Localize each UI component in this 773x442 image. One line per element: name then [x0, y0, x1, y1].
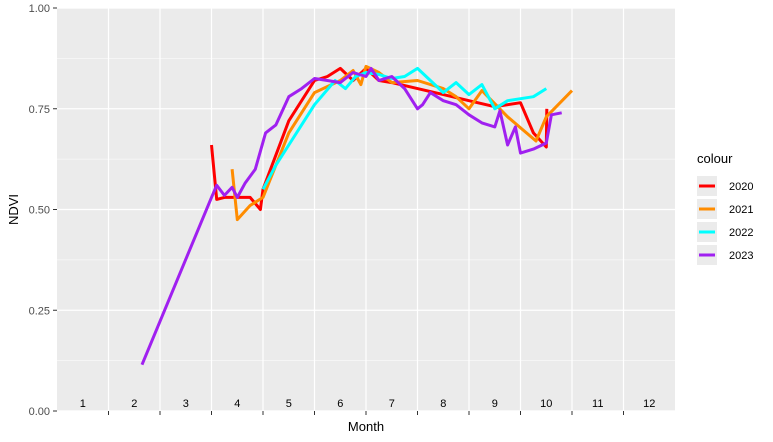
- x-axis: [108, 411, 624, 415]
- legend-label-2020: 2020: [729, 181, 753, 193]
- month-label: 6: [337, 398, 343, 410]
- month-label: 4: [234, 398, 240, 410]
- y-tick-label: 0.50: [29, 205, 50, 217]
- y-axis: 0.00 0.25 0.50 0.75 1.00: [29, 3, 57, 418]
- month-label: 10: [540, 398, 552, 410]
- legend-label-2022: 2022: [729, 227, 753, 239]
- month-label: 1: [80, 398, 86, 410]
- major-gridlines: [57, 7, 675, 412]
- month-label: 5: [286, 398, 292, 410]
- month-label: 8: [440, 398, 446, 410]
- month-label: 2: [131, 398, 137, 410]
- y-tick-label: 0.25: [29, 305, 50, 317]
- y-tick-label: 1.00: [29, 3, 50, 15]
- legend-label-2023: 2023: [729, 250, 753, 262]
- series-lines: [140, 64, 574, 366]
- series-line-2023: [140, 66, 562, 366]
- legend-title: colour: [697, 151, 733, 166]
- y-tick-label: 0.75: [29, 104, 50, 116]
- x-axis-title: Month: [348, 419, 384, 434]
- month-labels: 1 2 3 4 5 6 7 8 9 10 11 12: [80, 398, 656, 410]
- legend: colour 2020 2021 2022 2023: [697, 151, 753, 265]
- month-label: 12: [643, 398, 655, 410]
- series-line-2022: [261, 66, 548, 191]
- month-label: 3: [183, 398, 189, 410]
- y-tick-label: 0.00: [29, 406, 50, 418]
- month-label: 9: [492, 398, 498, 410]
- month-label: 7: [389, 398, 395, 410]
- y-axis-title: NDVI: [6, 194, 21, 225]
- legend-label-2021: 2021: [729, 204, 753, 216]
- month-label: 11: [592, 398, 603, 410]
